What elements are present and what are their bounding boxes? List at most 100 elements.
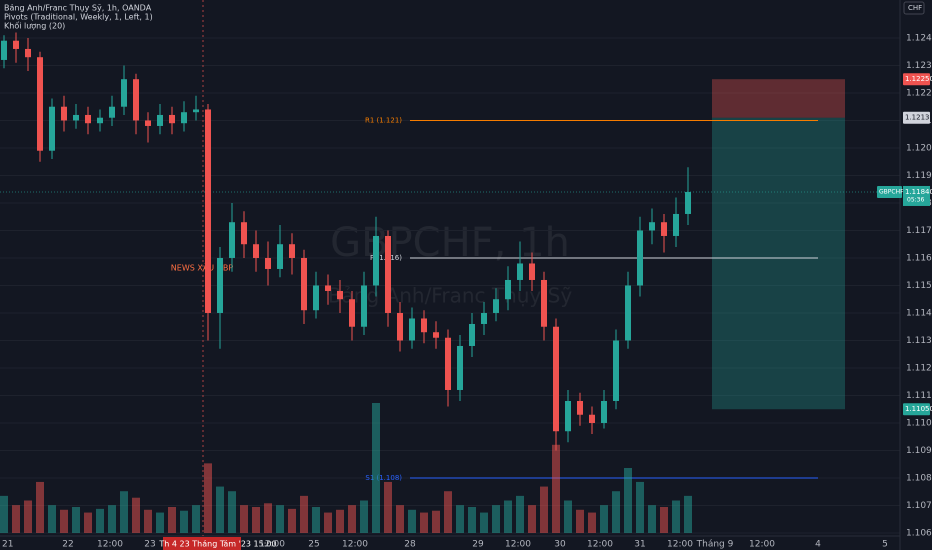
symbol-tag: GBPCHF [879,188,904,195]
candle-body [133,79,139,121]
candle-body [613,340,619,401]
y-tick-label: 1.11900 [906,171,932,181]
volume-bar [660,507,668,533]
candle-body [469,323,475,346]
entry-tag: 1.12130 [905,114,932,122]
x-tick-label: 12:00 [749,540,775,550]
volume-bar [588,512,596,533]
x-tick-label: 22 [62,540,73,550]
pivot-label: R1 (1.121) [365,116,402,124]
volume-bar [384,481,392,533]
candle-body [553,326,559,432]
volume-bar [168,507,176,533]
y-tick-label: 1.12300 [906,61,932,71]
candle-body [37,57,43,151]
volume-bar [300,495,308,533]
volume-bar [408,509,416,533]
x-tick-label: Tháng 9 [696,540,734,550]
candle-body [73,114,79,121]
volume-bar [132,497,140,533]
candle-body [529,263,535,280]
candle-body [421,318,427,333]
candle-body [205,109,211,313]
volume-bar [564,500,572,533]
candle-body [517,263,523,280]
candle-body [253,244,259,258]
x-tick-label: 4 [815,540,821,550]
volume-bar [348,505,356,533]
candle-body [565,400,571,432]
currency: CHF [908,4,922,12]
countdown: 05:36 [907,196,924,203]
volume-bar [84,512,92,533]
y-tick-label: 1.11200 [906,363,932,373]
volume-bar [228,491,236,533]
y-tick-label: 1.10600 [906,529,932,539]
candle-body [409,318,415,341]
candle-body [301,257,307,311]
volume-bar [108,505,116,533]
candle-body [61,106,67,121]
volume-bar [636,481,644,533]
candle-body [457,345,463,390]
volume-bar [144,509,152,533]
y-tick-label: 1.11400 [906,308,932,318]
x-tick-label: 12:00 [505,540,531,550]
y-tick-label: 1.12200 [906,88,932,98]
stop-tag: 1.12250 [905,75,932,83]
y-tick-label: 1.11000 [906,418,932,428]
volume-bar [288,508,296,533]
x-tick-label: 29 [472,540,484,550]
volume-bar [324,512,332,533]
x-tick-label: 31 [634,540,645,550]
volume-bar [624,468,632,533]
volume-bar [192,505,200,533]
volume-bar [336,509,344,533]
candle-body [673,213,679,236]
candle-body [1,40,7,60]
candle-body [13,40,19,49]
stop-zone [712,79,845,118]
candle-body [25,48,31,58]
target-tag-bg [903,403,930,416]
volume-bar [444,491,452,533]
candle-body [385,235,391,313]
y-tick-label: 1.10800 [906,473,932,483]
x-tick-label: 12:00 [667,540,693,550]
candle-body [505,279,511,300]
volume-bar [504,500,512,533]
last-label: 1.11840 [905,188,932,196]
candle-body [145,120,151,126]
volume-bar [516,495,524,533]
target-tag: 1.11050 [905,405,932,413]
candle-body [97,117,103,124]
candle-body [373,235,379,286]
x-tick-label: 21 [2,540,13,550]
volume-bar [96,508,104,533]
entry-tag-bg [903,111,930,124]
candle-body [193,109,199,113]
volume-bar [480,512,488,533]
candle-body [337,290,343,300]
x-tick-label: 5 [882,540,888,550]
y-tick-label: 1.10900 [906,446,932,456]
x-label-highlight [163,537,241,550]
volume-bar [204,463,212,533]
candle-body [157,114,163,126]
x-tick-label: 12:00 [97,540,123,550]
candle-body [289,244,295,258]
candle-body [49,106,55,151]
x-tick-label: 12:00 [587,540,613,550]
candle-body [637,230,643,286]
volume-bar [540,486,548,533]
volume-bar [360,500,368,533]
candle-body [241,222,247,245]
candle-body [589,414,595,423]
candle-body [397,312,403,341]
x-tick-label: Th 4 23 Tháng Tám '23 15:00 [158,540,276,549]
candle-body [121,79,127,107]
y-tick-label: 1.10700 [906,501,932,511]
volume-bar [264,503,272,533]
volume-bar [0,495,8,533]
